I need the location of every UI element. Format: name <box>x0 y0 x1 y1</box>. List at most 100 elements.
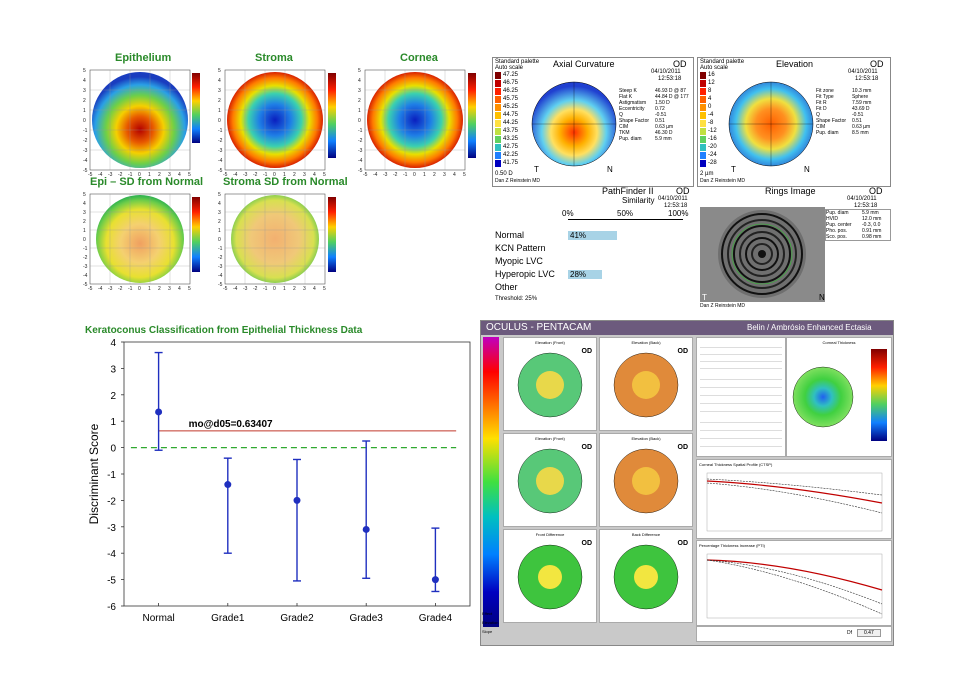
ctsp-graph <box>706 472 883 532</box>
pentacam-map-title: Front Difference <box>535 532 565 537</box>
map-y-tick: 1 <box>83 228 86 234</box>
elevation-scale-value: 4 <box>708 96 712 102</box>
pentacam-map-title: Elevation (Front) <box>535 340 565 345</box>
elevation-time: 12:53:18 <box>855 76 879 82</box>
rings-image <box>700 207 825 302</box>
axial-scale-swatch <box>495 143 501 151</box>
elevation-stat-row: Shape Factor 0.51 <box>816 118 890 124</box>
map-x-tick: -1 <box>263 286 268 292</box>
map-y-tick: 5 <box>83 68 86 74</box>
rings-title: Rings Image <box>765 186 816 196</box>
elevation-scale-entry: -12 <box>700 127 724 135</box>
y-tick-label: 0 <box>110 444 116 455</box>
elevation-stat-value: 7.59 mm <box>852 100 872 106</box>
pathfinder-row-label: KCN Pattern <box>495 243 546 253</box>
axial-scale-swatch <box>495 127 501 135</box>
pathfinder-date: 04/10/2011 <box>658 196 688 202</box>
axial-scale-swatch <box>495 159 501 167</box>
elevation-nasal: N <box>804 165 810 174</box>
elevation-scale-entry: 12 <box>700 79 724 87</box>
map-x-tick: -5 <box>363 172 368 178</box>
pentacam-brand: OCULUS - PENTACAM <box>486 322 592 333</box>
map-y-tick: 5 <box>358 68 361 74</box>
map-x-tick: -5 <box>223 286 228 292</box>
y-tick-label: 3 <box>110 364 116 375</box>
elevation-scale-entry: 0 <box>700 103 724 111</box>
map-y-tick: 0 <box>358 118 361 124</box>
elevation-scale-swatch <box>700 111 706 119</box>
map-y-tick: 4 <box>83 201 86 207</box>
rings-panel: Rings Image OD 04/10/2011 12:53:18 Pup. … <box>697 185 891 310</box>
axial-color-scale: 47.25 46.75 46.25 45.75 45.25 44.75 44.25 43.75… <box>495 71 525 167</box>
pti-graph <box>706 553 883 619</box>
pathfinder-row-label: Myopic LVC <box>495 256 543 266</box>
pentacam-map-5: Front Difference OD <box>503 529 597 623</box>
map-x-tick: -3 <box>383 172 388 178</box>
elevation-stat-value: 0.51 <box>852 118 862 124</box>
map-x-tick: 1 <box>148 286 151 292</box>
map-y-tick: 0 <box>218 237 221 243</box>
y-tick-label: 4 <box>110 338 116 349</box>
axial-stat-value: 46.30 D <box>655 130 673 136</box>
axial-stat-label: TKM <box>619 130 630 136</box>
map-x-tick: 0 <box>138 172 141 178</box>
map-y-tick: 3 <box>358 88 361 94</box>
mean-point <box>155 408 163 416</box>
map-x-tick: 0 <box>273 286 276 292</box>
pentacam-map-eye: OD <box>581 348 593 355</box>
elevation-scale-swatch <box>700 87 706 95</box>
axial-scale-entry: 42.75 <box>495 143 525 151</box>
map-y-tick: -5 <box>83 282 88 288</box>
map-y-tick: 5 <box>218 68 221 74</box>
axial-stat-value: 5.9 mm <box>655 136 672 142</box>
rings-temporal: T <box>702 293 707 302</box>
map-y-tick: 2 <box>83 98 86 104</box>
axial-scale-value: 47.25 <box>503 72 519 78</box>
rings-nasal: N <box>819 293 825 302</box>
axial-scale-value: 43.25 <box>503 136 519 142</box>
axial-stat-row: CIM 0.63 µm <box>619 124 693 130</box>
map-y-tick: 3 <box>218 210 221 216</box>
map-y-tick: 2 <box>218 98 221 104</box>
elevation-stat-row: Fit R 7.59 mm <box>816 100 890 106</box>
map-x-tick: 1 <box>148 172 151 178</box>
x-tick-label: Grade4 <box>419 613 453 624</box>
axial-scale-value: 45.25 <box>503 104 519 110</box>
rings-stat-value: 12.0 mm <box>862 216 882 222</box>
elevation-scale-swatch <box>700 95 706 103</box>
axial-map: T N <box>531 81 617 174</box>
side-label-effect: Effect <box>482 611 493 616</box>
dtotal-value: 0.47 <box>857 629 881 637</box>
elevation-stat-row: Fit D 43.69 D <box>816 106 890 112</box>
y-tick-label: -3 <box>107 523 116 534</box>
axial-stat-value: 0.72 <box>655 106 665 112</box>
side-label-elevation: Elevation <box>482 620 499 625</box>
elevation-stat-value: 8.5 mm <box>852 130 869 136</box>
pentacam-panel: OCULUS - PENTACAM Belin / Ambrósio Enhan… <box>480 320 894 646</box>
elevation-scale-swatch <box>700 159 706 167</box>
map-x-tick: 2 <box>293 172 296 178</box>
elevation-stat-value: -0.51 <box>852 112 864 118</box>
threshold-label: mo@d05=0.63407 <box>189 419 273 430</box>
epithelium-map <box>89 69 200 171</box>
map-y-tick: -2 <box>218 138 223 144</box>
axial-scale-value: 45.75 <box>503 96 519 102</box>
axial-scale-footer: 0.50 D <box>495 171 513 177</box>
axial-stat-value: 0.63 µm <box>655 124 674 130</box>
map-y-tick: 4 <box>83 78 86 84</box>
axial-stat-label: Steep K <box>619 88 637 94</box>
map-x-tick: 4 <box>313 286 316 292</box>
elevation-scale-entry: -4 <box>700 111 724 119</box>
axial-stat-row: TKM 46.30 D <box>619 130 693 136</box>
map-x-tick: -4 <box>233 172 238 178</box>
axial-scale-entry: 41.75 <box>495 159 525 167</box>
elevation-stat-label: Fit Type <box>816 94 834 100</box>
axial-stat-label: CIM <box>619 124 629 130</box>
map-x-tick: -3 <box>108 172 113 178</box>
ctsp-title: Corneal Thickness Spatial Profile (CTSP) <box>699 462 773 467</box>
axial-scale-entry: 43.25 <box>495 135 525 143</box>
elevation-eye: OD <box>870 59 884 69</box>
axial-stat-row: Astigmatism 1.50 D <box>619 100 693 106</box>
axial-scale-swatch <box>495 95 501 103</box>
axial-stat-label: Astigmatism <box>619 100 647 106</box>
